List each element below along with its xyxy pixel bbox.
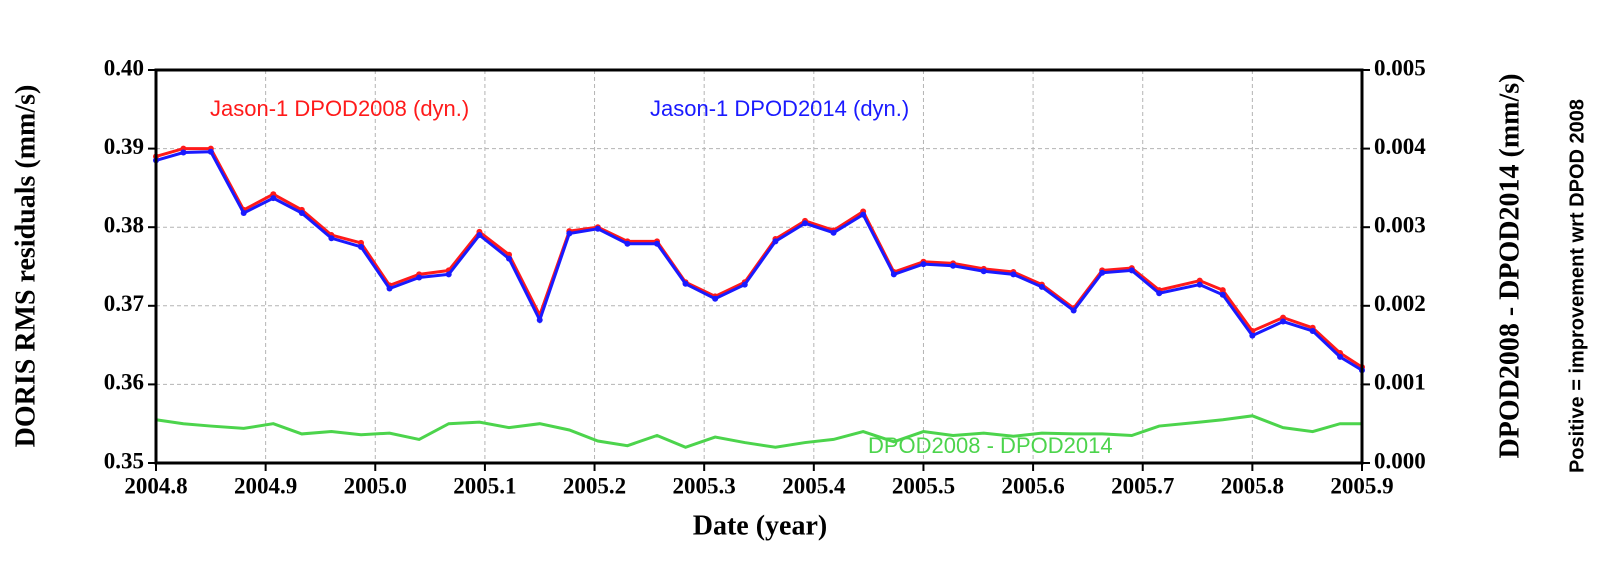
- series-marker: [1280, 318, 1287, 325]
- series-marker: [1196, 281, 1203, 288]
- x-tick-label: 2005.2: [563, 473, 626, 498]
- series-marker: [1070, 307, 1077, 314]
- series-marker: [712, 295, 719, 302]
- series-marker: [594, 225, 601, 232]
- x-tick-label: 2004.9: [234, 473, 297, 498]
- series-marker: [802, 220, 809, 227]
- series-marker: [860, 211, 867, 218]
- y2-tick-label: 0.003: [1374, 212, 1426, 237]
- series-marker: [416, 274, 423, 281]
- series-marker: [566, 230, 573, 237]
- y-tick-label: 0.38: [104, 212, 144, 237]
- x-tick-label: 2005.4: [782, 473, 846, 498]
- series-marker: [1219, 291, 1226, 298]
- x-tick-label: 2005.3: [673, 473, 736, 498]
- legend-label: DPOD2008 - DPOD2014: [868, 433, 1113, 458]
- y-tick-label: 0.36: [104, 370, 144, 395]
- plot-frame: [154, 68, 1364, 465]
- series-marker: [830, 229, 837, 236]
- series-marker: [1309, 327, 1316, 334]
- series-marker: [270, 195, 277, 202]
- series-marker: [920, 261, 927, 268]
- y2-axis-label: DPOD2008 - DPOD2014 (mm/s): [1494, 74, 1525, 459]
- x-tick-label: 2004.8: [124, 473, 187, 498]
- series-marker: [240, 210, 247, 217]
- series-marker: [358, 243, 365, 250]
- series-marker: [506, 255, 513, 262]
- series-marker: [298, 210, 305, 217]
- series-marker: [1010, 271, 1017, 278]
- series-marker: [1128, 267, 1135, 274]
- series-line: [155, 414, 1362, 449]
- y2-tick-label: 0.004: [1374, 134, 1426, 159]
- series-marker: [207, 148, 214, 155]
- series-marker: [445, 271, 452, 278]
- series-line: [155, 150, 1363, 372]
- series-marker: [624, 240, 631, 247]
- y2-note: Positive = improvement wrt DPOD 2008: [1566, 99, 1588, 473]
- series-marker: [536, 316, 543, 323]
- series-marker: [1099, 269, 1106, 276]
- y2-tick-label: 0.001: [1374, 370, 1426, 395]
- series-marker: [772, 238, 779, 245]
- y2-tick-label: 0.000: [1374, 448, 1426, 473]
- series-marker: [1038, 283, 1045, 290]
- x-tick-label: 2005.6: [1001, 473, 1064, 498]
- series-marker: [1337, 353, 1344, 360]
- legend-label: Jason-1 DPOD2014 (dyn.): [650, 96, 909, 121]
- series-marker: [1156, 290, 1163, 297]
- series-marker: [950, 262, 957, 269]
- y-tick-label: 0.40: [104, 55, 144, 80]
- x-tick-label: 2005.0: [344, 473, 407, 498]
- series-marker: [180, 149, 187, 156]
- series-marker: [654, 240, 661, 247]
- x-axis-label: Date (year): [693, 510, 827, 541]
- series-marker: [386, 285, 393, 292]
- y-tick-label: 0.37: [104, 291, 144, 316]
- y-axis-label: DORIS RMS residuals (mm/s): [10, 85, 41, 448]
- series-marker: [741, 281, 748, 288]
- x-tick-label: 2005.7: [1111, 473, 1174, 498]
- series-marker: [328, 235, 335, 242]
- y-tick-label: 0.39: [104, 134, 144, 159]
- y2-tick-label: 0.002: [1374, 291, 1426, 316]
- x-tick-label: 2005.9: [1330, 473, 1393, 498]
- series-marker: [476, 232, 483, 239]
- legend-label: Jason-1 DPOD2008 (dyn.): [210, 96, 469, 121]
- series-marker: [1249, 332, 1256, 339]
- x-tick-label: 2005.1: [453, 473, 516, 498]
- x-tick-label: 2005.8: [1221, 473, 1284, 498]
- series-line: [155, 147, 1363, 369]
- y2-tick-label: 0.005: [1374, 55, 1426, 80]
- y-tick-label: 0.35: [104, 448, 144, 473]
- series-marker: [980, 268, 987, 275]
- series-marker: [890, 271, 897, 278]
- series-marker: [682, 280, 689, 287]
- x-tick-label: 2005.5: [892, 473, 955, 498]
- series-marker: [1219, 287, 1226, 294]
